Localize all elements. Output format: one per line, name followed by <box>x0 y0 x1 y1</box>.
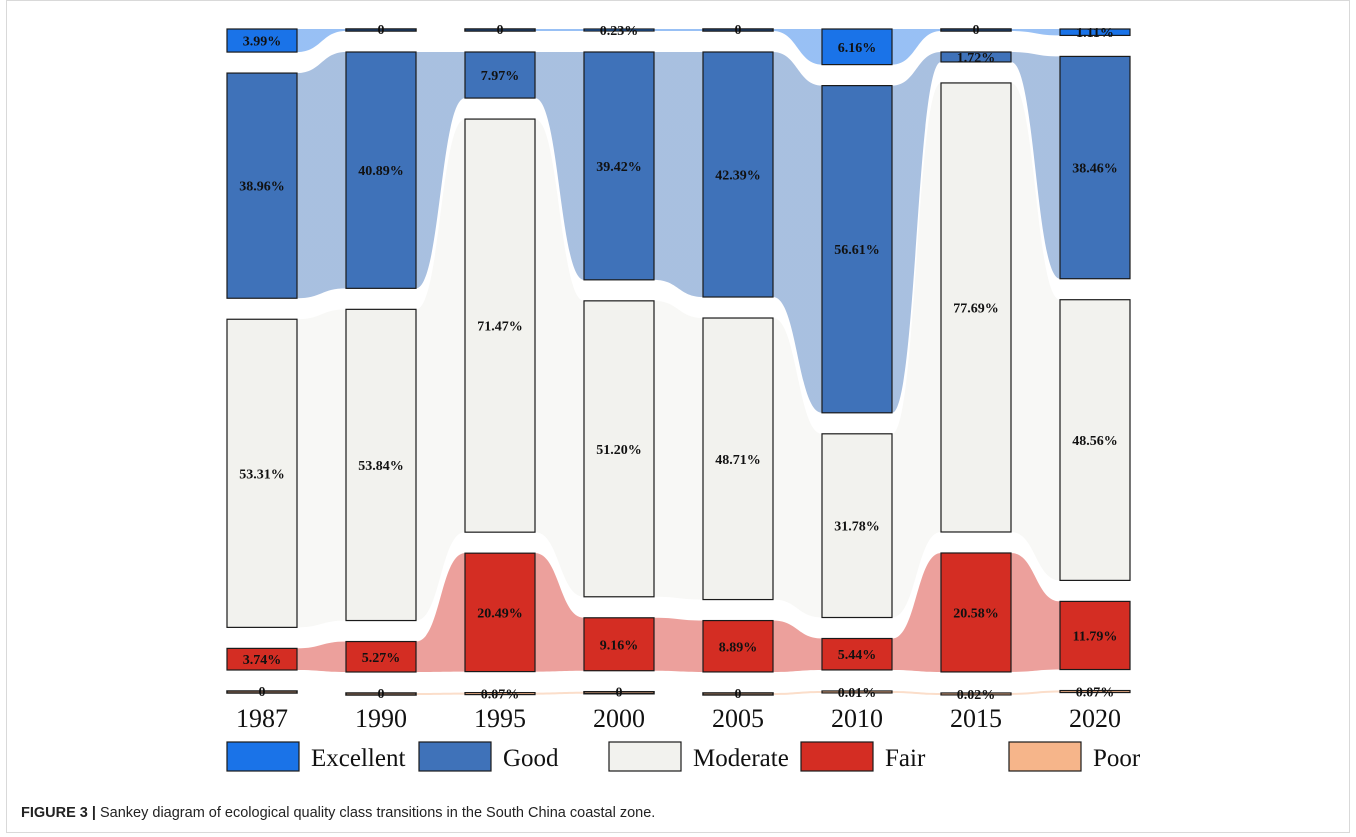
label-2010-excellent: 6.16% <box>838 41 877 56</box>
label-2010-poor: 0.01% <box>838 686 877 701</box>
legend-swatch-good <box>419 742 491 771</box>
label-1987-fair: 3.74% <box>243 653 282 668</box>
caption-label: FIGURE 3 | <box>21 805 96 821</box>
legend-swatch-excellent <box>227 742 299 771</box>
flow-2005-2010-poor <box>773 691 822 695</box>
label-2020-poor: 0.07% <box>1076 686 1115 701</box>
label-1995-moderate: 71.47% <box>477 320 523 335</box>
flow-1995-2000-poor <box>535 692 584 695</box>
label-2005-good: 42.39% <box>715 169 761 184</box>
label-2000-fair: 9.16% <box>600 638 639 653</box>
label-1995-poor: 0.07% <box>481 688 520 703</box>
label-2015-fair: 20.58% <box>953 606 999 621</box>
flow-2000-2005-good <box>654 52 703 297</box>
label-1987-excellent: 3.99% <box>243 35 282 50</box>
x-axis-year-labels: 1987 1990 1995 2000 2005 2010 2015 2020 <box>236 704 1121 733</box>
flow-1987-1990-fair <box>297 642 346 672</box>
label-1995-fair: 20.49% <box>477 606 523 621</box>
figure-frame: 3.99% 38.96% 53.31% 3.74% 0 0 40.89% 53.84% 5.27… <box>6 0 1350 833</box>
label-2005-poor: 0 <box>735 687 742 702</box>
year-label-2000: 2000 <box>593 704 645 733</box>
label-1987-moderate: 53.31% <box>239 467 285 482</box>
label-2015-poor: 0.02% <box>957 688 996 703</box>
year-label-1990: 1990 <box>355 704 407 733</box>
year-label-2005: 2005 <box>712 704 764 733</box>
label-1995-good: 7.97% <box>481 69 520 84</box>
legend-label-moderate: Moderate <box>693 745 789 772</box>
label-1990-poor: 0 <box>378 687 385 702</box>
legend-label-fair: Fair <box>885 745 926 772</box>
legend-label-excellent: Excellent <box>311 745 405 772</box>
caption-text: Sankey diagram of ecological quality cla… <box>96 805 655 821</box>
label-2005-fair: 8.89% <box>719 640 758 655</box>
label-2000-excellent: 0.23% <box>600 24 639 39</box>
label-2020-fair: 11.79% <box>1073 629 1118 644</box>
year-label-2020: 2020 <box>1069 704 1121 733</box>
label-1990-fair: 5.27% <box>362 651 401 666</box>
label-2000-good: 39.42% <box>596 160 642 175</box>
year-label-1987: 1987 <box>236 704 288 733</box>
label-1990-excellent: 0 <box>378 23 385 38</box>
flow-2000-2005-excellent <box>654 29 703 31</box>
year-label-2015: 2015 <box>950 704 1002 733</box>
label-2005-excellent: 0 <box>735 23 742 38</box>
label-1995-excellent: 0 <box>497 23 504 38</box>
flow-1987-1990-moderate <box>297 309 346 627</box>
legend-swatch-poor <box>1009 742 1081 771</box>
flow-2000-2005-moderate <box>654 301 703 600</box>
label-2015-good: 1.72% <box>957 51 996 66</box>
label-2015-excellent: 0 <box>973 23 980 38</box>
figure-caption: FIGURE 3 | Sankey diagram of ecological … <box>21 805 655 821</box>
flow-1995-2000-excellent <box>535 29 584 31</box>
label-2005-moderate: 48.71% <box>715 453 761 468</box>
label-2020-good: 38.46% <box>1072 162 1118 177</box>
legend-label-good: Good <box>503 745 559 772</box>
flow-1987-1990-good <box>297 52 346 298</box>
label-2010-fair: 5.44% <box>838 648 877 663</box>
label-2020-moderate: 48.56% <box>1072 434 1118 449</box>
flow-2015-2020-poor <box>1011 691 1060 695</box>
label-2010-moderate: 31.78% <box>834 520 880 535</box>
flow-1990-1995-poor <box>416 693 465 695</box>
label-1987-poor: 0 <box>259 685 266 700</box>
label-2015-moderate: 77.69% <box>953 301 999 316</box>
year-label-1995: 1995 <box>474 704 526 733</box>
flow-2000-2005-fair <box>654 618 703 672</box>
flow-2005-2010-fair <box>773 621 822 672</box>
label-1990-good: 40.89% <box>358 164 404 179</box>
legend: Excellent Good Moderate Fair Poor <box>227 742 1141 772</box>
legend-swatch-moderate <box>609 742 681 771</box>
flow-1987-1990-excellent <box>297 29 346 52</box>
flow-2015-2020-excellent <box>1011 29 1060 35</box>
label-2000-moderate: 51.20% <box>596 443 642 458</box>
year-label-2010: 2010 <box>831 704 883 733</box>
sankey-chart: 3.99% 38.96% 53.31% 3.74% 0 0 40.89% 53.84% 5.27… <box>7 1 1351 801</box>
label-2000-poor: 0 <box>616 686 623 701</box>
label-2010-good: 56.61% <box>834 243 880 258</box>
legend-label-poor: Poor <box>1093 745 1141 772</box>
label-2020-excellent: 1.11% <box>1076 26 1114 41</box>
flow-2010-2015-poor <box>892 691 941 695</box>
label-1990-moderate: 53.84% <box>358 459 404 474</box>
label-1987-good: 38.96% <box>239 180 285 195</box>
legend-swatch-fair <box>801 742 873 771</box>
